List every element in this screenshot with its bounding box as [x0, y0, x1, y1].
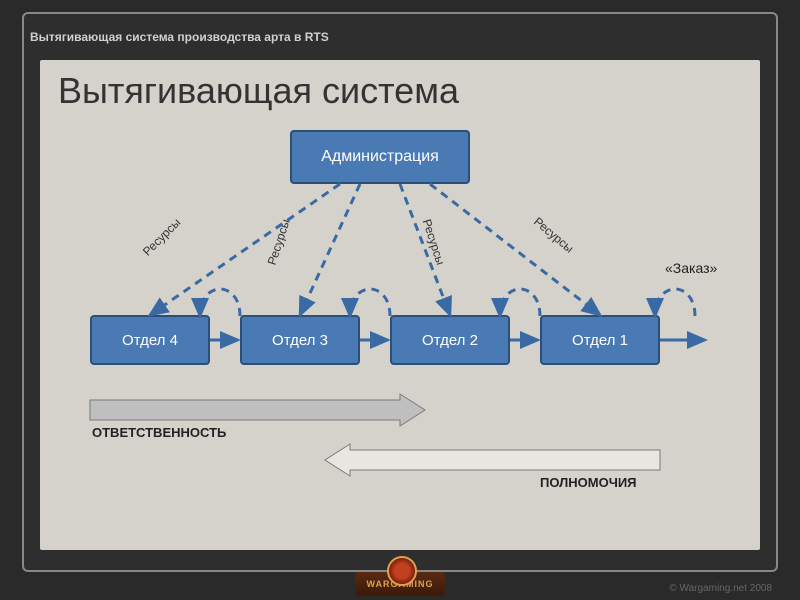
- slide-title: Вытягивающая система: [58, 70, 459, 112]
- edge-label-res-2: Ресурсы: [265, 217, 293, 266]
- responsibility-label: ОТВЕТСТВЕННОСТЬ: [92, 425, 226, 440]
- node-dept3: Отдел 3: [240, 315, 360, 365]
- node-dept1: Отдел 1: [540, 315, 660, 365]
- slide-content: Вытягивающая система Администрация Отдел…: [40, 60, 760, 550]
- node-dept4: Отдел 4: [90, 315, 210, 365]
- slide-subtitle: Вытягивающая система производства арта в…: [30, 30, 329, 44]
- authority-label: ПОЛНОМОЧИЯ: [540, 475, 637, 490]
- order-label: «Заказ»: [665, 260, 717, 276]
- node-dept2: Отдел 2: [390, 315, 510, 365]
- brand-logo: WARGAMING: [355, 572, 445, 596]
- copyright: © Wargaming.net 2008: [669, 583, 772, 594]
- edge-label-res-3: Ресурсы: [420, 217, 448, 266]
- edge-label-res-4: Ресурсы: [531, 214, 576, 255]
- edge-label-res-1: Ресурсы: [140, 215, 183, 258]
- node-admin: Администрация: [290, 130, 470, 184]
